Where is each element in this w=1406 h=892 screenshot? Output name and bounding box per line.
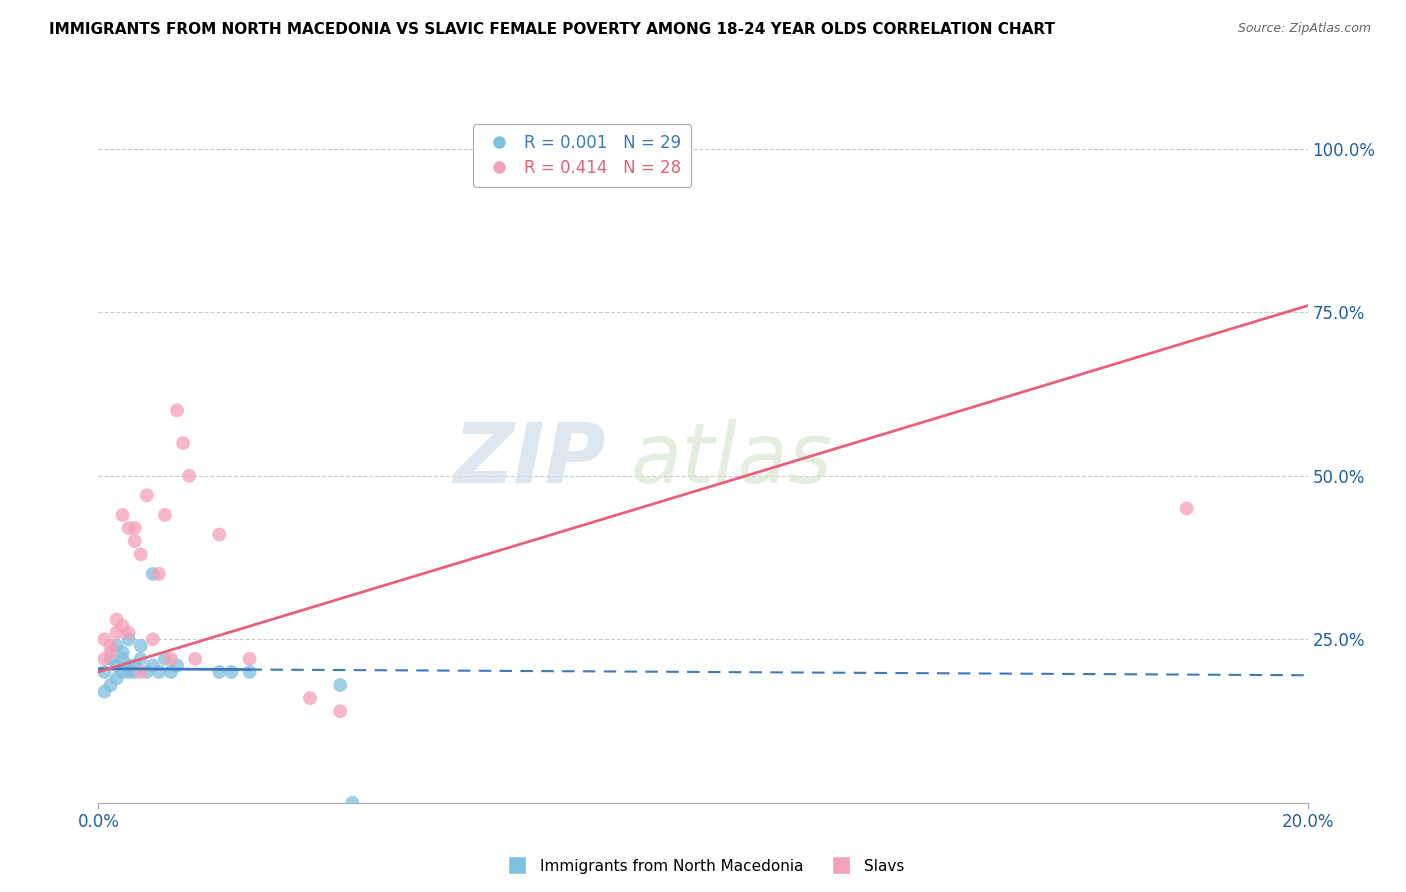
- Point: [124, 665, 146, 679]
- Point: [129, 547, 152, 561]
- Point: [111, 665, 134, 679]
- Point: [172, 436, 194, 450]
- Point: [100, 678, 122, 692]
- Point: [111, 508, 134, 522]
- Point: [329, 704, 352, 718]
- Point: [93, 632, 115, 647]
- Point: [299, 691, 322, 706]
- Point: [118, 625, 141, 640]
- Point: [93, 684, 115, 698]
- Point: [129, 639, 152, 653]
- Point: [153, 652, 176, 666]
- Point: [124, 658, 146, 673]
- Point: [111, 652, 134, 666]
- Point: [135, 665, 157, 679]
- Point: [142, 566, 165, 581]
- Point: [118, 632, 141, 647]
- Legend: R = 0.001   N = 29, R = 0.414   N = 28: R = 0.001 N = 29, R = 0.414 N = 28: [472, 124, 692, 187]
- Point: [129, 652, 152, 666]
- Point: [142, 632, 165, 647]
- Point: [221, 665, 243, 679]
- Point: [208, 527, 231, 541]
- Point: [239, 665, 262, 679]
- Point: [118, 665, 141, 679]
- Point: [153, 508, 176, 522]
- Point: [124, 534, 146, 549]
- Text: atlas: atlas: [630, 419, 832, 500]
- Text: ZIP: ZIP: [454, 419, 606, 500]
- Point: [105, 613, 128, 627]
- Point: [111, 619, 134, 633]
- Point: [111, 645, 134, 659]
- Point: [142, 658, 165, 673]
- Point: [129, 665, 152, 679]
- Text: IMMIGRANTS FROM NORTH MACEDONIA VS SLAVIC FEMALE POVERTY AMONG 18-24 YEAR OLDS C: IMMIGRANTS FROM NORTH MACEDONIA VS SLAVI…: [49, 22, 1056, 37]
- Point: [124, 521, 146, 535]
- Point: [105, 625, 128, 640]
- Point: [100, 652, 122, 666]
- Point: [135, 488, 157, 502]
- Point: [239, 652, 262, 666]
- Point: [179, 468, 201, 483]
- Point: [100, 645, 122, 659]
- Point: [329, 678, 352, 692]
- Point: [166, 658, 188, 673]
- Point: [118, 521, 141, 535]
- Legend: Immigrants from North Macedonia, Slavs: Immigrants from North Macedonia, Slavs: [495, 853, 911, 880]
- Point: [118, 658, 141, 673]
- Point: [148, 665, 170, 679]
- Point: [148, 566, 170, 581]
- Point: [100, 639, 122, 653]
- Point: [1175, 501, 1198, 516]
- Point: [160, 652, 183, 666]
- Point: [342, 796, 364, 810]
- Point: [93, 665, 115, 679]
- Point: [105, 672, 128, 686]
- Text: Source: ZipAtlas.com: Source: ZipAtlas.com: [1237, 22, 1371, 36]
- Point: [105, 639, 128, 653]
- Point: [208, 665, 231, 679]
- Point: [160, 665, 183, 679]
- Point: [166, 403, 188, 417]
- Point: [105, 658, 128, 673]
- Point: [93, 652, 115, 666]
- Point: [184, 652, 207, 666]
